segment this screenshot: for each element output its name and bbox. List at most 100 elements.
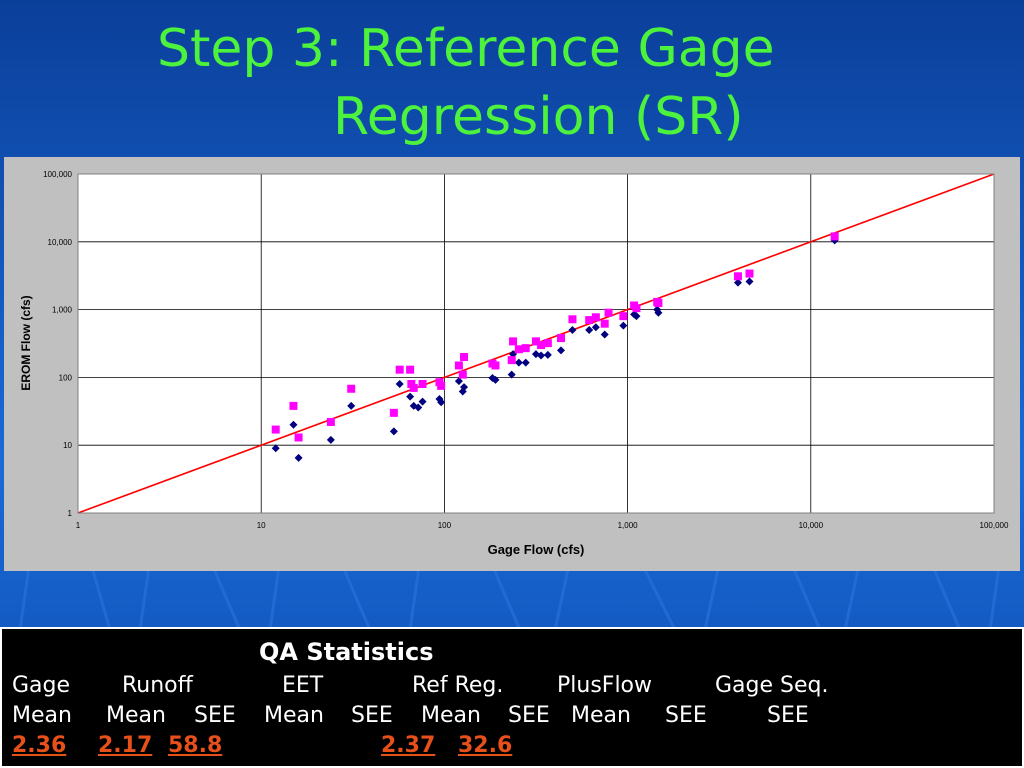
qa-subhead: SEE xyxy=(665,703,707,728)
diamond-marker xyxy=(454,377,463,386)
qa-value-refreg-see: 32.6 xyxy=(458,733,513,758)
diamond-marker xyxy=(460,383,469,392)
diamond-marker xyxy=(745,277,754,286)
qa-subhead: Mean xyxy=(12,703,72,728)
qa-statistics-panel: QA Statistics Gage Runoff EET Ref Reg. P… xyxy=(0,627,1024,768)
square-marker xyxy=(289,401,298,410)
square-marker xyxy=(409,383,418,392)
qa-subhead: Mean xyxy=(106,703,166,728)
scatter-chart: 1 10 100 1,000 10,000 100,000 1 10 100 1,000 10,00… xyxy=(19,170,1009,557)
y-tick-label: 100 xyxy=(59,373,73,382)
square-marker xyxy=(830,232,839,241)
square-marker xyxy=(733,272,742,281)
diamond-marker xyxy=(406,392,415,401)
diamond-marker xyxy=(347,401,356,410)
diamond-marker xyxy=(585,326,594,335)
diamond-marker xyxy=(414,403,423,412)
qa-group-plusflow: PlusFlow xyxy=(557,673,653,698)
diamond-marker xyxy=(543,350,552,359)
chart-frame: 1 10 100 1,000 10,000 100,000 1 10 100 1,000 10,00… xyxy=(4,157,1020,571)
slide-title-line-1: Step 3: Reference Gage xyxy=(157,19,775,79)
diamond-marker xyxy=(521,358,530,367)
square-marker xyxy=(632,304,641,313)
qa-value-gage-mean: 2.36 xyxy=(12,733,67,758)
diamond-marker xyxy=(271,444,280,453)
qa-subhead: SEE xyxy=(351,703,393,728)
qa-value-refreg-mean: 2.37 xyxy=(381,733,436,758)
x-tick-label: 100,000 xyxy=(980,521,1009,530)
x-tick-label: 1 xyxy=(76,521,81,530)
square-marker xyxy=(326,417,335,426)
diamond-marker xyxy=(294,453,303,462)
square-marker xyxy=(557,334,566,343)
x-tick-label: 10,000 xyxy=(799,521,824,530)
diamond-marker xyxy=(537,351,546,360)
background-stripes xyxy=(18,560,1002,630)
qa-heading: QA Statistics xyxy=(259,638,434,666)
diamond-marker xyxy=(557,346,566,355)
square-marker xyxy=(543,339,552,348)
square-marker xyxy=(458,370,467,379)
qa-subhead: SEE xyxy=(767,703,809,728)
qa-group-gage: Gage xyxy=(12,673,71,698)
qa-group-ref-reg: Ref Reg. xyxy=(412,673,504,698)
diamond-marker xyxy=(326,435,335,444)
diamond-marker xyxy=(619,321,628,330)
y-tick-label: 1 xyxy=(68,509,73,518)
square-marker xyxy=(509,337,518,346)
y-axis-label: EROM Flow (cfs) xyxy=(19,295,33,390)
square-marker xyxy=(568,315,577,324)
diamond-marker xyxy=(418,397,427,406)
square-marker xyxy=(395,365,404,374)
square-marker xyxy=(537,341,546,350)
diamond-marker xyxy=(409,401,418,410)
diamond-marker xyxy=(437,398,446,407)
square-marker xyxy=(521,344,530,353)
square-marker xyxy=(454,361,463,370)
diamond-marker xyxy=(591,323,600,332)
square-marker xyxy=(491,361,500,370)
square-marker xyxy=(406,365,415,374)
square-marker xyxy=(600,319,609,328)
y-tick-label: 10 xyxy=(63,441,72,450)
qa-subhead: SEE xyxy=(508,703,550,728)
x-tick-label: 100 xyxy=(438,521,452,530)
diamond-marker xyxy=(491,375,500,384)
square-marker xyxy=(389,408,398,417)
slide-title: Step 3: Reference Gage Regression (SR) xyxy=(0,8,1024,148)
y-tick-label: 10,000 xyxy=(48,238,73,247)
square-marker xyxy=(619,312,628,321)
square-marker xyxy=(745,269,754,278)
diamond-marker xyxy=(514,358,523,367)
slide-title-line-2: Regression (SR) xyxy=(333,87,744,147)
qa-group-gage-seq: Gage Seq. xyxy=(715,673,829,698)
diamond-marker xyxy=(632,312,641,321)
qa-subhead: SEE xyxy=(194,703,236,728)
diamond-marker xyxy=(568,326,577,335)
square-marker xyxy=(604,308,613,317)
qa-group-eet: EET xyxy=(282,673,324,698)
qa-subhead: Mean xyxy=(264,703,324,728)
y-tick-label: 100,000 xyxy=(43,170,72,179)
x-tick-label: 10 xyxy=(257,521,266,530)
diamond-marker xyxy=(389,427,398,436)
square-marker xyxy=(294,433,303,442)
square-marker xyxy=(347,384,356,393)
qa-value-runoff-see: 58.8 xyxy=(168,733,223,758)
diamond-marker xyxy=(458,387,467,396)
diamond-marker xyxy=(289,420,298,429)
square-marker xyxy=(437,381,446,390)
diamond-marker xyxy=(654,308,663,317)
qa-subhead: Mean xyxy=(571,703,631,728)
x-axis-label: Gage Flow (cfs) xyxy=(488,542,585,557)
qa-subhead: Mean xyxy=(421,703,481,728)
square-marker xyxy=(591,313,600,322)
qa-value-runoff-mean: 2.17 xyxy=(98,733,153,758)
x-tick-label: 1,000 xyxy=(618,521,639,530)
square-marker xyxy=(460,352,469,361)
qa-group-runoff: Runoff xyxy=(122,673,193,698)
square-marker xyxy=(418,379,427,388)
square-marker xyxy=(271,425,280,434)
square-marker xyxy=(654,299,663,308)
diamond-marker xyxy=(507,370,516,379)
